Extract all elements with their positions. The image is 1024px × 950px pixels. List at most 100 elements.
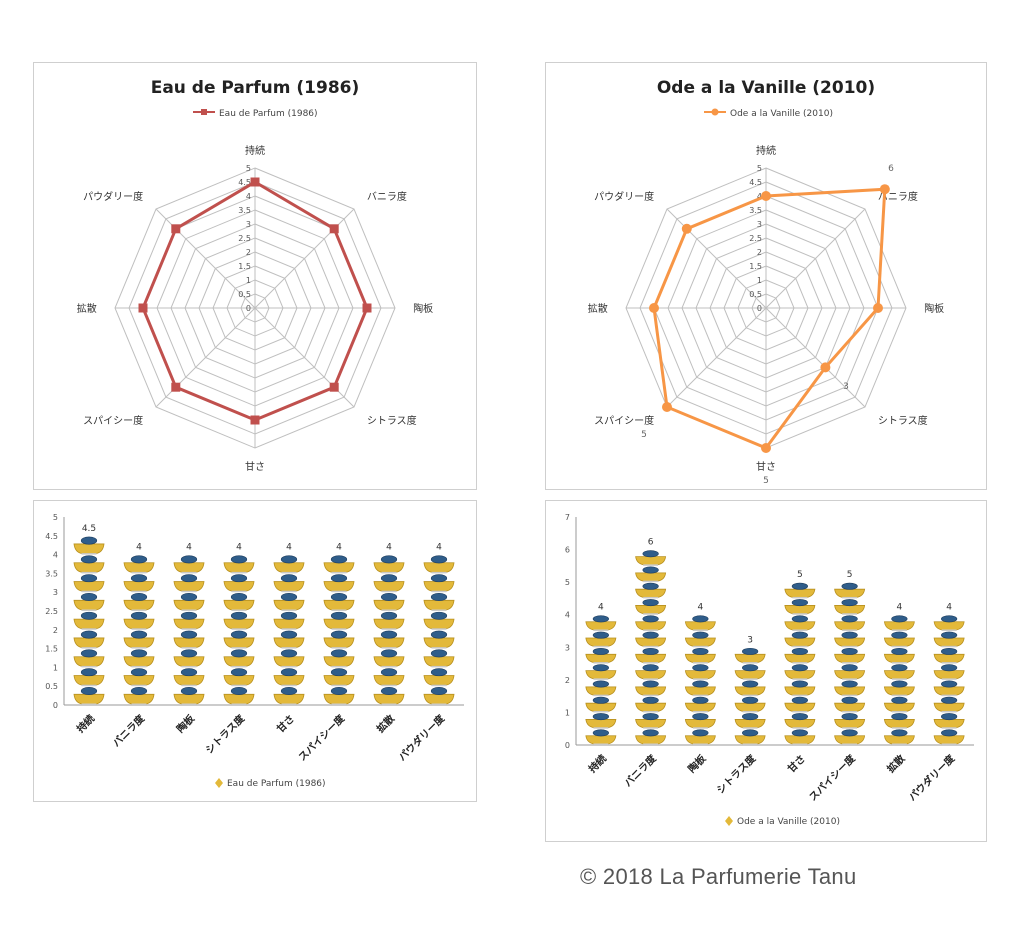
bottle-body: [585, 735, 617, 745]
tick-label: 2: [757, 248, 762, 257]
bottle-base: [692, 694, 708, 697]
bottle-body: [423, 599, 455, 611]
bottle-mark: [883, 696, 915, 713]
axis-label: バニラ度: [367, 190, 407, 203]
data-label: 4: [946, 603, 952, 613]
bottle-cap: [891, 713, 908, 721]
y-tick-label: 3: [565, 643, 570, 652]
bottle-body: [173, 599, 205, 611]
bottle-base: [742, 727, 758, 729]
bottle-cap: [791, 647, 808, 655]
bottle-cap: [430, 574, 448, 583]
bottle-base: [792, 596, 808, 599]
bottle-cap: [692, 615, 709, 623]
bottle-body: [73, 599, 105, 611]
data-label: 4: [336, 543, 342, 553]
tick-label: 2: [246, 248, 251, 257]
data-point: [250, 177, 260, 187]
bottle-cap: [180, 574, 198, 583]
bottle-body: [684, 637, 716, 647]
bottle-mark: [834, 599, 866, 615]
data-label: 4: [136, 543, 142, 553]
bottle-mark: [223, 593, 255, 611]
data-point: [879, 184, 890, 195]
bottle-base: [431, 590, 447, 593]
bottle-cap: [592, 729, 609, 737]
bottle-body: [883, 702, 915, 712]
bottle-body: [373, 675, 405, 686]
bottle-body: [635, 670, 667, 680]
bottle-cap: [841, 696, 858, 704]
tick-label: 3.5: [238, 206, 251, 215]
bottle-base: [643, 580, 659, 583]
bottle-cap: [841, 615, 858, 623]
bottle-cap: [80, 668, 98, 677]
bottle-body: [684, 621, 716, 631]
bottle-mark: [635, 696, 667, 713]
bottle-mark: [373, 687, 405, 705]
bottle-base: [842, 645, 858, 648]
bottle-mark: [223, 574, 255, 593]
bottle-cap: [891, 647, 908, 655]
bottle-cap: [330, 574, 348, 583]
bottle-base: [692, 629, 708, 631]
bottle-cap: [330, 687, 348, 695]
bottle-body: [834, 719, 866, 729]
bottle-base: [231, 609, 247, 611]
bottle-cap: [891, 631, 908, 639]
bottle-cap: [891, 680, 908, 688]
bottle-base: [81, 703, 97, 705]
x-tick-label: バニラ度: [621, 751, 659, 789]
data-point: [329, 224, 339, 234]
x-tick-label: パウダリー度: [396, 711, 448, 763]
bottle-mark: [73, 668, 105, 687]
bottle-cap: [380, 574, 398, 583]
axis-label: シトラス度: [878, 414, 928, 427]
bottle-base: [643, 743, 659, 745]
bottle-body: [585, 686, 617, 696]
bottle-base: [792, 645, 808, 648]
bottle-mark: [73, 630, 105, 649]
bottle-body: [73, 693, 105, 705]
bottle-cap: [330, 611, 348, 620]
bottle-body: [684, 686, 716, 696]
bottle-cap: [642, 713, 659, 721]
bottle-mark: [585, 615, 617, 631]
bottle-base: [181, 684, 197, 687]
bottle-cap: [380, 668, 398, 677]
bottle-base: [381, 590, 397, 593]
data-point: [250, 415, 260, 425]
bottle-mark: [73, 593, 105, 611]
bottle-body: [883, 735, 915, 745]
bottle-mark: [635, 599, 667, 615]
bottle-base: [692, 743, 708, 745]
bottle-mark: [684, 615, 716, 631]
bottle-mark: [635, 713, 667, 729]
y-tick-label: 2: [565, 676, 570, 685]
bottle-cap: [891, 729, 908, 737]
data-point: [761, 191, 771, 201]
bottle-body: [784, 719, 816, 729]
bottle-base: [231, 628, 247, 630]
bottle-base: [891, 710, 907, 713]
bottle-body: [883, 621, 915, 631]
x-tick-label: シトラス度: [203, 711, 248, 756]
bottle-mark: [423, 630, 455, 649]
bottle-mark: [834, 615, 866, 631]
bottle-body: [684, 735, 716, 745]
bottle-body: [834, 588, 866, 598]
bottle-mark: [73, 555, 105, 574]
bottle-mark: [173, 687, 205, 705]
data-point: [681, 223, 692, 234]
x-tick-label: 陶板: [685, 751, 709, 775]
chart-title: Eau de Parfum (1986): [151, 78, 360, 98]
bottle-body: [423, 675, 455, 686]
y-tick-label: 3.5: [45, 569, 58, 578]
bottle-mark: [635, 664, 667, 680]
bottle-mark: [635, 566, 667, 583]
bottle-base: [891, 662, 907, 664]
bottle-cap: [130, 593, 148, 601]
bottle-cap: [841, 631, 858, 639]
bottle-body: [784, 670, 816, 680]
bottle-cap: [130, 668, 148, 677]
